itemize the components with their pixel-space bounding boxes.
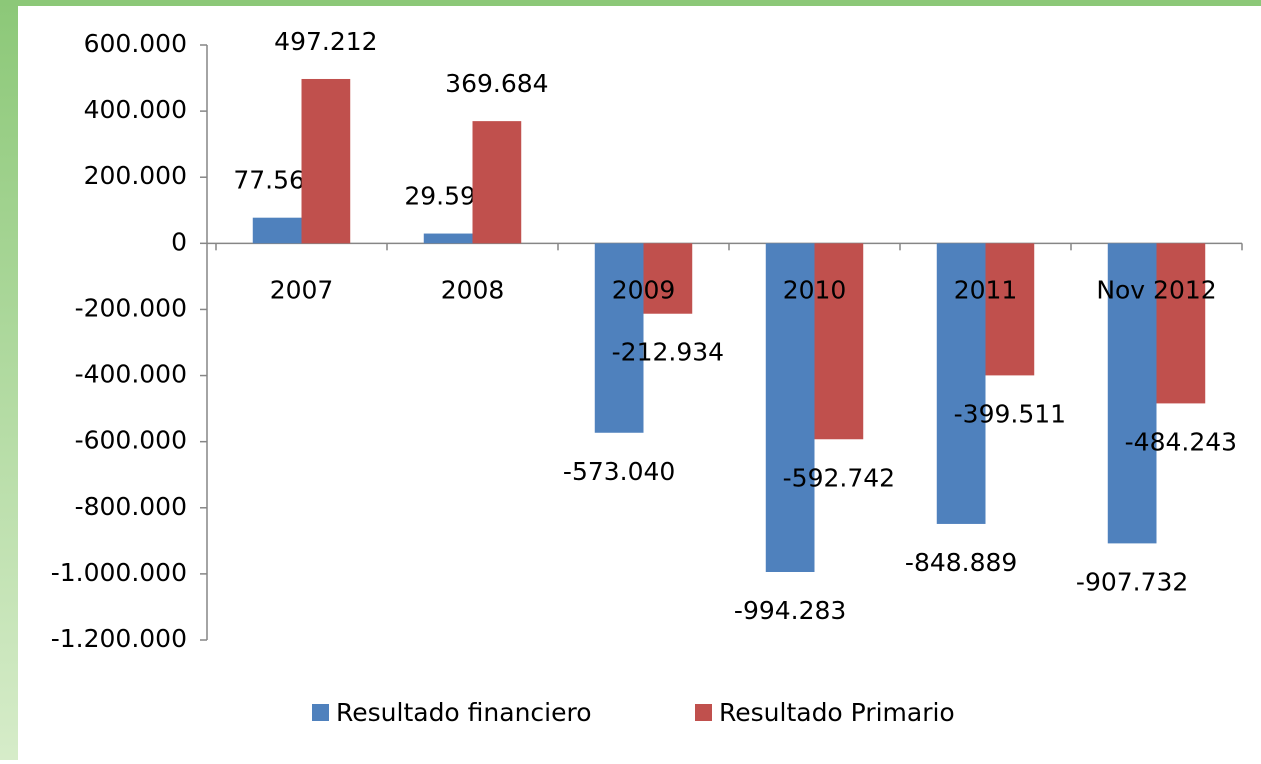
x-tick-label: Nov 2012 [1096,275,1216,304]
y-tick-label: 0 [171,227,187,256]
y-tick-label: 400.000 [84,95,187,124]
data-label: -573.040 [563,457,675,486]
x-tick-label: 2010 [783,275,847,304]
y-tick-label: -200.000 [75,293,187,322]
legend-label: Resultado financiero [336,698,592,727]
legend-swatch [312,704,329,721]
x-tick-label: 2009 [612,275,676,304]
data-label: 369.684 [445,69,548,98]
data-label: -484.243 [1125,427,1237,456]
data-label: -994.283 [734,596,846,625]
y-tick-label: -800.000 [75,492,187,521]
data-label: -212.934 [612,338,724,367]
legend-swatch [695,704,712,721]
frame-left [0,0,18,760]
bar [985,243,1035,376]
data-label: -907.732 [1076,567,1188,596]
x-tick-label: 2008 [441,275,505,304]
y-tick-label: -1.200.000 [51,624,187,653]
data-label: -399.511 [954,399,1066,428]
legend-label: Resultado Primario [719,698,955,727]
bar [252,217,302,244]
bar [765,243,815,572]
frame-top [0,0,1261,6]
bar [643,243,693,314]
x-tick-label: 2011 [954,275,1018,304]
bar [472,121,522,244]
bar [594,243,644,433]
bar [814,243,864,440]
bar [1156,243,1206,404]
data-label: -848.889 [905,548,1017,577]
data-label: -592.742 [783,463,895,492]
y-tick-label: -400.000 [75,360,187,389]
y-tick-label: 200.000 [84,161,187,190]
bar [1107,243,1157,544]
y-tick-label: -1.000.000 [51,558,187,587]
x-tick-label: 2007 [270,275,334,304]
y-tick-label: 600.000 [84,29,187,58]
bar [423,233,473,244]
bar [936,243,986,524]
data-label: 497.212 [274,27,377,56]
bar [301,78,351,244]
y-tick-label: -600.000 [75,426,187,455]
